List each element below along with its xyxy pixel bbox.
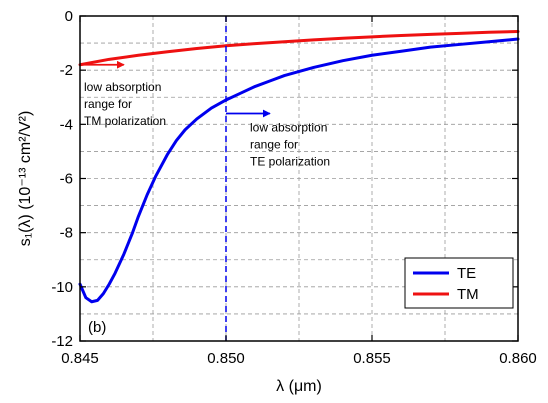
series-line-tm — [78, 29, 520, 67]
panel-label: (b) — [88, 319, 106, 336]
legend-box — [404, 257, 514, 309]
x-axis-title: λ (μm) — [276, 378, 322, 395]
annotation-text-tm: low absorption — [84, 80, 161, 94]
y-tick-label: -10 — [51, 279, 73, 296]
y-tick-label: -2 — [60, 62, 73, 79]
y-axis-title: s₁(λ) (10⁻¹³ cm²/V²) — [17, 111, 34, 247]
legend-label-te: TE — [457, 265, 476, 282]
y-tick-label: 0 — [65, 8, 73, 25]
x-tick-label: 0.855 — [353, 350, 391, 367]
series-layer — [78, 29, 520, 304]
annotation-text-tm: range for — [84, 97, 132, 111]
x-tick-label: 0.845 — [61, 350, 99, 367]
x-tick-label: 0.860 — [499, 350, 537, 367]
y-tick-label: -4 — [60, 116, 73, 133]
legend-label-tm: TM — [457, 286, 479, 303]
legend: TE TM — [404, 257, 514, 309]
x-tick-label: 0.850 — [207, 350, 245, 367]
annotation-text-te: TE polarization — [250, 155, 330, 169]
annotation-text-te: range for — [250, 138, 298, 152]
annotation-text-tm: TM polarization — [84, 114, 166, 128]
annotations: low absorption range for TM polarization lo… — [80, 60, 330, 169]
y-tick-label: -8 — [60, 225, 73, 242]
y-tick-label: -6 — [60, 171, 73, 188]
y-tick-label: -12 — [51, 333, 73, 350]
annotation-text-te: low absorption — [250, 121, 327, 135]
tick-labels: 0.845 0.850 0.855 0.860 0 -2 -4 -6 -8 -10 -12 — [51, 8, 536, 367]
series-line-te — [78, 37, 520, 304]
